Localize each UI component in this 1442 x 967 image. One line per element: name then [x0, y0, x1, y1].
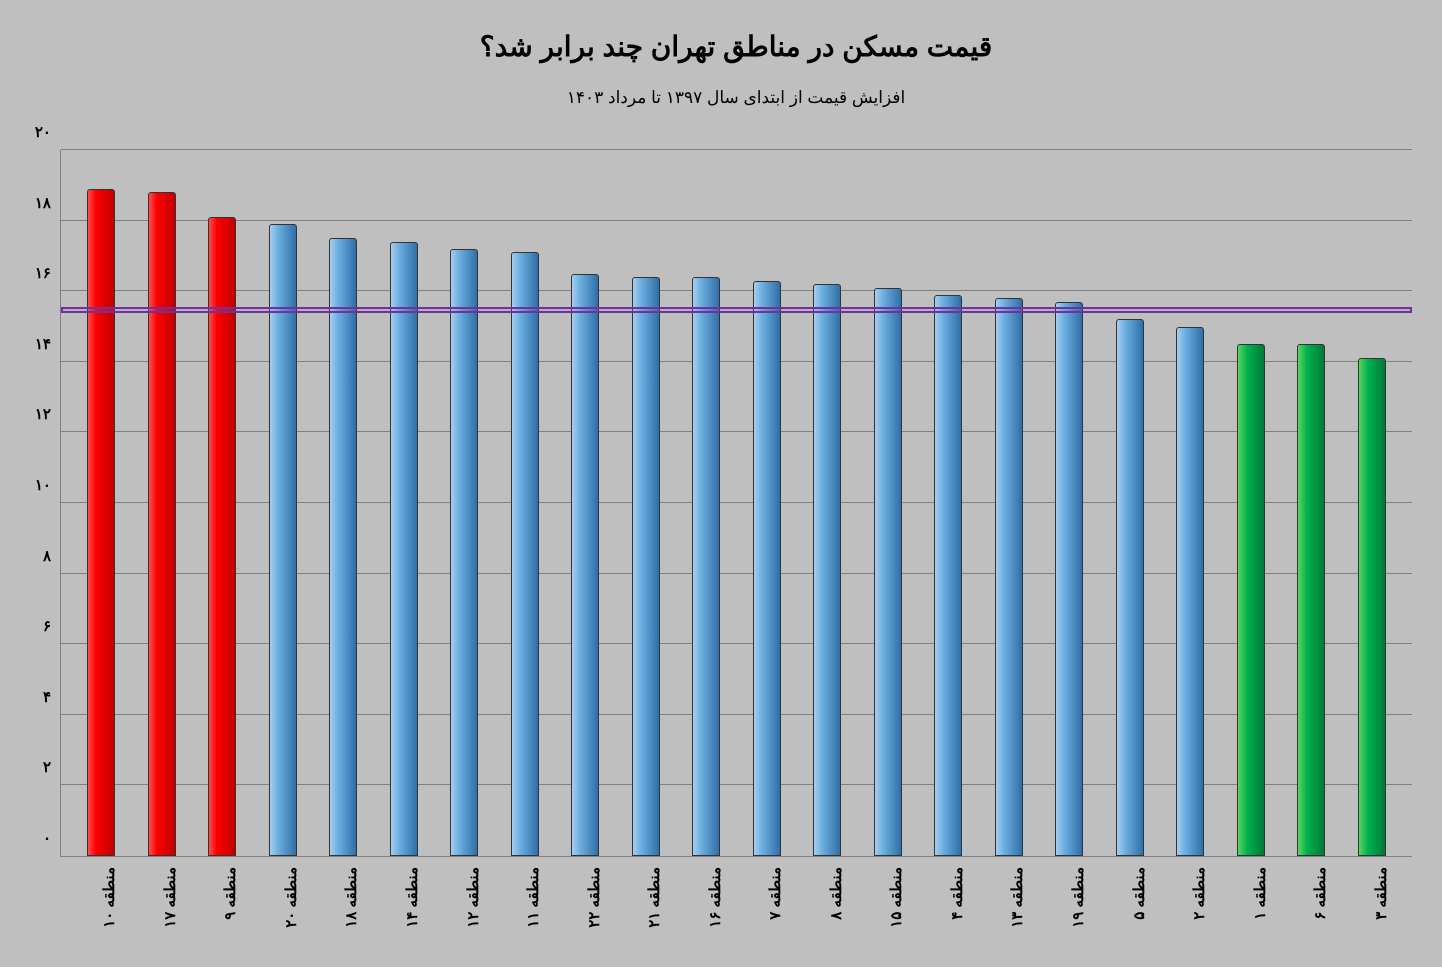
x-tick-label: منطقه ۱۳ — [978, 862, 1039, 957]
x-tick-label: منطقه ۵ — [1099, 862, 1160, 957]
y-tick-label: ۲۰ — [35, 123, 51, 141]
bar-slot — [1221, 150, 1282, 856]
x-tick-label: منطقه ۱۲ — [433, 862, 494, 957]
bar-slot — [313, 150, 374, 856]
x-tick-label: منطقه ۶ — [1281, 862, 1342, 957]
bar-slot — [374, 150, 435, 856]
bar-slot — [71, 150, 132, 856]
bar-slot — [434, 150, 495, 856]
bar — [87, 189, 115, 856]
bar-slot — [737, 150, 798, 856]
x-tick-label: منطقه ۱۱ — [494, 862, 555, 957]
x-tick-label: منطقه ۱۸ — [312, 862, 373, 957]
bar-slot — [1160, 150, 1221, 856]
x-tick-label: منطقه ۱۴ — [373, 862, 434, 957]
x-tick-label: منطقه ۳ — [1341, 862, 1402, 957]
bar — [1358, 358, 1386, 856]
x-tick-label: منطقه ۸ — [797, 862, 858, 957]
plot-area: ۰۲۴۶۸۱۰۱۲۱۴۱۶۱۸۲۰ — [60, 150, 1412, 857]
chart-title: قیمت مسکن در مناطق تهران چند برابر شد؟ — [50, 30, 1422, 63]
bar — [571, 274, 599, 856]
x-tick-label: منطقه ۱۰ — [70, 862, 131, 957]
y-tick-label: ۸ — [43, 547, 51, 565]
bar — [450, 249, 478, 856]
bar — [1176, 327, 1204, 857]
x-tick-label: منطقه ۱۵ — [857, 862, 918, 957]
bar — [1055, 302, 1083, 856]
x-tick-label: منطقه ۲ — [1160, 862, 1221, 957]
x-tick-label: منطقه ۷ — [736, 862, 797, 957]
x-tick-label: منطقه ۱۹ — [1039, 862, 1100, 957]
bar-slot — [1039, 150, 1100, 856]
bar-slot — [1342, 150, 1403, 856]
bar — [813, 284, 841, 856]
bar-slot — [192, 150, 253, 856]
bar — [1297, 344, 1325, 856]
bar — [874, 288, 902, 856]
bar-slot — [676, 150, 737, 856]
y-tick-label: ۱۲ — [35, 405, 51, 423]
y-tick-label: ۱۶ — [35, 264, 51, 282]
chart-subtitle: افزایش قیمت از ابتدای سال ۱۳۹۷ تا مرداد … — [50, 88, 1422, 108]
y-axis-ticks: ۰۲۴۶۸۱۰۱۲۱۴۱۶۱۸۲۰ — [21, 150, 56, 856]
bar — [934, 295, 962, 856]
reference-line — [61, 307, 1412, 313]
bar — [753, 281, 781, 856]
bar-slot — [555, 150, 616, 856]
bar-slot — [1281, 150, 1342, 856]
bar-slot — [616, 150, 677, 856]
bar — [995, 298, 1023, 856]
bar — [329, 238, 357, 856]
bar-slot — [797, 150, 858, 856]
y-tick-label: ۴ — [43, 688, 51, 706]
bar-slot — [253, 150, 314, 856]
x-tick-label: منطقه ۱ — [1220, 862, 1281, 957]
bar — [632, 277, 660, 856]
x-tick-label: منطقه ۲۱ — [615, 862, 676, 957]
bar — [692, 277, 720, 856]
y-tick-label: ۲ — [43, 758, 51, 776]
bar — [511, 252, 539, 856]
bars-group — [61, 150, 1412, 856]
bar — [390, 242, 418, 856]
y-tick-label: ۱۸ — [35, 194, 51, 212]
x-tick-label: منطقه ۱۶ — [675, 862, 736, 957]
bar-slot — [132, 150, 193, 856]
bar-slot — [858, 150, 919, 856]
y-tick-label: ۰ — [43, 829, 51, 847]
bar-slot — [979, 150, 1040, 856]
y-tick-label: ۱۴ — [35, 335, 51, 353]
bar-slot — [495, 150, 556, 856]
chart-container: قیمت مسکن در مناطق تهران چند برابر شد؟ ا… — [0, 0, 1442, 967]
x-axis-labels: منطقه ۱۰منطقه ۱۷منطقه ۹منطقه ۲۰منطقه ۱۸م… — [60, 862, 1412, 957]
x-tick-label: منطقه ۲۲ — [554, 862, 615, 957]
bar-slot — [1100, 150, 1161, 856]
y-tick-label: ۱۰ — [35, 476, 51, 494]
x-tick-label: منطقه ۹ — [191, 862, 252, 957]
x-tick-label: منطقه ۴ — [918, 862, 979, 957]
bar — [1116, 319, 1144, 856]
x-tick-label: منطقه ۲۰ — [252, 862, 313, 957]
bar — [1237, 344, 1265, 856]
y-tick-label: ۶ — [43, 617, 51, 635]
bar — [148, 192, 176, 856]
bar-slot — [918, 150, 979, 856]
bar — [269, 224, 297, 856]
x-tick-label: منطقه ۱۷ — [131, 862, 192, 957]
